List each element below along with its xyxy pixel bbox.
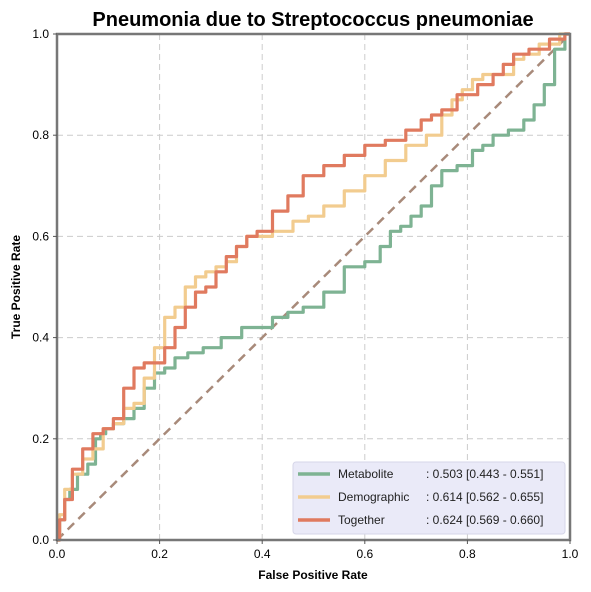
x-tick-label: 0.0	[49, 547, 66, 561]
legend-value-together: : 0.624 [0.569 - 0.660]	[426, 513, 543, 527]
legend-value-metabolite: : 0.503 [0.443 - 0.551]	[426, 467, 543, 481]
series-lines	[57, 32, 570, 542]
x-tick-label: 0.4	[254, 547, 271, 561]
y-tick-label: 0.2	[32, 432, 49, 446]
legend-value-demographic: : 0.614 [0.562 - 0.655]	[426, 490, 543, 504]
chart-title: Pneumonia due to Streptococcus pneumonia…	[92, 9, 533, 31]
legend-label-together: Together	[338, 513, 385, 527]
y-tick-label: 0.4	[32, 331, 49, 345]
y-tick-label: 1.0	[32, 27, 49, 41]
x-tick-label: 1.0	[562, 547, 579, 561]
plot-frame	[55, 32, 572, 542]
tick-labels: 0.0 0.2 0.4 0.6 0.8 1.0 0.0 0.2 0.4 0.6 0.8 1.0	[32, 27, 578, 561]
y-tick-label: 0.8	[32, 128, 49, 142]
chance-diagonal	[56, 33, 571, 541]
grid	[57, 34, 570, 540]
y-tick-label: 0.0	[32, 533, 49, 547]
x-tick-label: 0.8	[459, 547, 476, 561]
legend-box	[292, 461, 566, 535]
legend-label-metabolite: Metabolite	[338, 467, 394, 481]
legend-label-demographic: Demographic	[338, 490, 409, 504]
legend: Metabolite : 0.503 [0.443 - 0.551] Demogra…	[292, 461, 566, 535]
y-tick-label: 0.6	[32, 229, 49, 243]
x-tick-label: 0.6	[356, 547, 373, 561]
roc-curve-together	[57, 32, 570, 542]
x-axis-label: False Positive Rate	[258, 568, 368, 582]
y-axis-label: True Positive Rate	[9, 235, 23, 339]
x-tick-label: 0.2	[151, 547, 168, 561]
